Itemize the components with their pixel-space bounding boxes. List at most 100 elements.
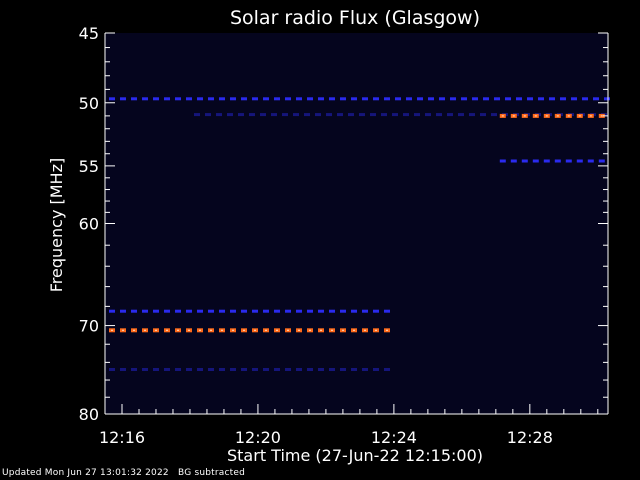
frequency-bands bbox=[109, 97, 610, 371]
band-segment bbox=[274, 309, 280, 313]
band-segment-core bbox=[309, 329, 311, 331]
band-segment bbox=[293, 113, 299, 117]
band-segment bbox=[329, 309, 335, 313]
band-segment bbox=[252, 368, 258, 371]
band-segment-core bbox=[589, 115, 592, 117]
band-segment bbox=[384, 309, 390, 313]
bg-note: BG subtracted bbox=[178, 468, 246, 478]
band-segment bbox=[554, 159, 561, 163]
band-segment bbox=[414, 113, 420, 117]
band-segment bbox=[329, 97, 335, 101]
band-segment-core bbox=[578, 115, 581, 117]
band-segment bbox=[230, 309, 236, 313]
band-segment bbox=[296, 97, 302, 101]
band-segment bbox=[208, 368, 214, 371]
band-segment bbox=[373, 309, 379, 313]
band-segment-core bbox=[298, 329, 300, 331]
band-segment bbox=[362, 368, 368, 371]
x-tick-label: 12:16 bbox=[99, 428, 145, 447]
band-blue-0 bbox=[109, 97, 610, 101]
band-segment bbox=[274, 97, 280, 101]
band-segment bbox=[153, 368, 159, 371]
band-segment bbox=[417, 97, 423, 101]
band-segment bbox=[549, 97, 555, 101]
band-segment bbox=[230, 368, 236, 371]
band-segment bbox=[205, 113, 211, 117]
x-tick-label: 12:20 bbox=[235, 428, 281, 447]
band-segment-core bbox=[232, 329, 234, 331]
band-segment bbox=[307, 309, 313, 313]
band-segment bbox=[373, 97, 379, 101]
y-axis-label: Frequency [MHz] bbox=[47, 158, 66, 292]
band-segment-core bbox=[320, 329, 322, 331]
band-segment-core bbox=[155, 329, 157, 331]
band-segment bbox=[153, 97, 159, 101]
band-segment bbox=[403, 113, 409, 117]
band-segment bbox=[285, 368, 291, 371]
band-segment bbox=[131, 368, 137, 371]
band-segment bbox=[598, 159, 605, 163]
band-segment bbox=[282, 113, 288, 117]
y-axis-ticks: 45 50 55 60 70 80 bbox=[79, 24, 608, 424]
band-segment bbox=[219, 368, 225, 371]
band-segment bbox=[351, 97, 357, 101]
band-segment bbox=[252, 309, 258, 313]
band-segment bbox=[351, 309, 357, 313]
band-segment bbox=[483, 97, 489, 101]
band-segment-core bbox=[342, 329, 344, 331]
band-segment bbox=[131, 309, 137, 313]
band-segment bbox=[230, 97, 236, 101]
band-segment bbox=[263, 309, 269, 313]
band-segment bbox=[505, 97, 511, 101]
band-segment bbox=[241, 97, 247, 101]
band-segment bbox=[186, 97, 192, 101]
band-orange-5 bbox=[109, 328, 390, 333]
band-segment bbox=[307, 368, 313, 371]
band-blue-6 bbox=[109, 368, 390, 371]
band-segment bbox=[109, 309, 115, 313]
band-segment bbox=[318, 309, 324, 313]
band-segment-core bbox=[111, 329, 113, 331]
band-segment-core bbox=[276, 329, 278, 331]
band-segment bbox=[120, 309, 126, 313]
band-segment bbox=[175, 309, 181, 313]
band-segment-core bbox=[545, 115, 548, 117]
band-segment-core bbox=[375, 329, 377, 331]
band-segment bbox=[587, 159, 594, 163]
band-segment bbox=[164, 309, 170, 313]
band-segment bbox=[227, 113, 233, 117]
band-segment bbox=[494, 97, 500, 101]
band-segment bbox=[142, 309, 148, 313]
band-segment bbox=[543, 159, 550, 163]
band-blue-4 bbox=[109, 309, 390, 313]
band-segment bbox=[362, 309, 368, 313]
y-tick-label: 70 bbox=[79, 317, 99, 336]
band-segment bbox=[337, 113, 343, 117]
band-segment bbox=[304, 113, 310, 117]
band-segment bbox=[532, 159, 539, 163]
band-segment bbox=[241, 368, 247, 371]
band-segment bbox=[439, 97, 445, 101]
band-segment-core bbox=[188, 329, 190, 331]
band-segment bbox=[576, 159, 583, 163]
band-segment bbox=[384, 97, 390, 101]
band-segment bbox=[142, 368, 148, 371]
y-tick-label: 50 bbox=[79, 94, 99, 113]
band-segment bbox=[271, 113, 277, 117]
band-segment-core bbox=[133, 329, 135, 331]
band-segment bbox=[164, 97, 170, 101]
band-segment bbox=[329, 368, 335, 371]
band-segment bbox=[348, 113, 354, 117]
band-segment bbox=[384, 368, 390, 371]
band-segment bbox=[296, 368, 302, 371]
band-segment bbox=[538, 97, 544, 101]
band-segment bbox=[326, 113, 332, 117]
band-segment bbox=[362, 97, 368, 101]
band-segment bbox=[373, 368, 379, 371]
band-segment bbox=[197, 368, 203, 371]
band-segment bbox=[263, 368, 269, 371]
band-segment bbox=[425, 113, 431, 117]
band-segment-core bbox=[556, 115, 559, 117]
band-segment bbox=[307, 97, 313, 101]
band-segment-core bbox=[567, 115, 570, 117]
